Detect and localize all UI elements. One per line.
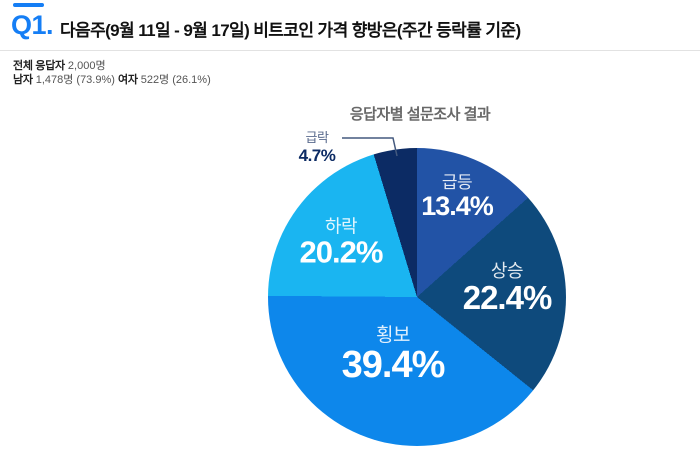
female-value: 522명 (26.1%)	[140, 74, 211, 86]
pie-chart	[268, 148, 566, 446]
slice-label-plunge: 급락 4.7%	[298, 129, 336, 165]
female-label: 여자	[118, 74, 138, 86]
male-value: 1,478명 (73.9%)	[35, 74, 115, 86]
gender-breakdown-line: 남자 1,478명 (73.9%) 여자 522명 (26.1%)	[13, 73, 211, 87]
male-label: 남자	[13, 74, 33, 86]
callout-line	[342, 137, 398, 157]
accent-bar	[13, 3, 44, 7]
slice-name: 급락	[305, 129, 329, 145]
question-title: 다음주(9월 11일 - 9월 17일) 비트코인 가격 향방은(주간 등락률 …	[60, 21, 521, 40]
total-respondents-line: 전체 응답자 2,000명	[13, 59, 211, 73]
slice-value: 4.7%	[298, 145, 336, 165]
total-respondents-label: 전체 응답자	[13, 60, 65, 72]
question-number: Q1.	[11, 10, 54, 40]
header-divider	[0, 50, 700, 51]
respondent-stats: 전체 응답자 2,000명 남자 1,478명 (73.9%) 여자 522명 …	[13, 59, 211, 87]
total-respondents-value: 2,000명	[67, 60, 106, 72]
chart-title: 응답자별 설문조사 결과	[349, 106, 491, 123]
